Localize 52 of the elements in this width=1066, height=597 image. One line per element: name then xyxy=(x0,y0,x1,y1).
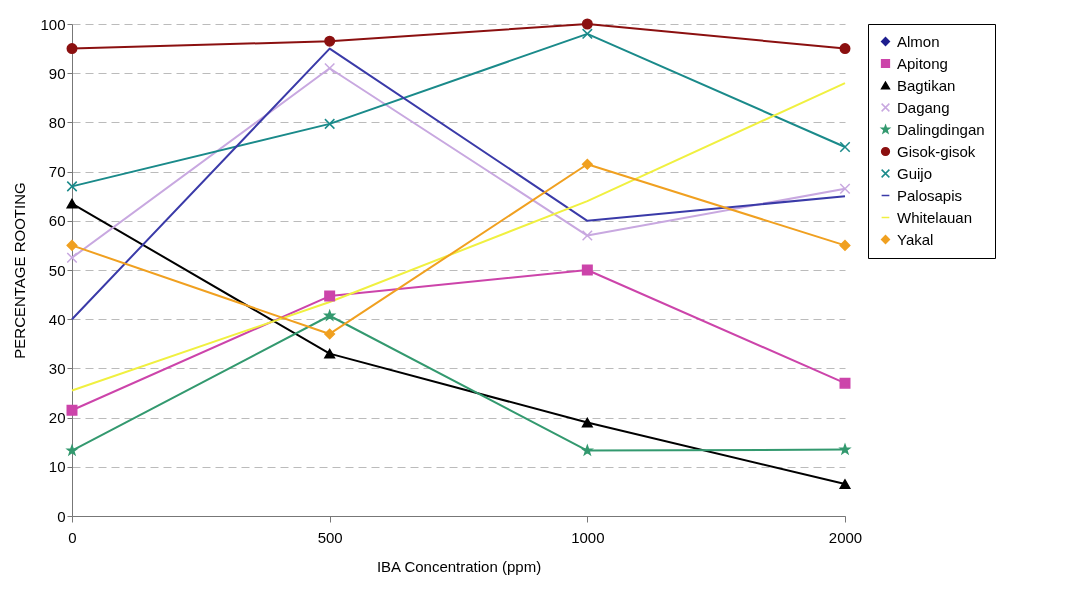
y-tick-label: 10 xyxy=(48,458,66,476)
point xyxy=(839,141,851,153)
x-axis-title: IBA Concentration (ppm) xyxy=(376,557,542,575)
x-tick-label: 2000 xyxy=(828,528,863,546)
legend-label: Apitong xyxy=(897,54,948,72)
legend-label: Dalingdingan xyxy=(897,120,985,138)
y-tick-label: 30 xyxy=(48,359,66,377)
point xyxy=(66,43,78,55)
legend-label: Bagtikan xyxy=(897,76,956,94)
y-axis-title: PERCENTAGE ROOTING xyxy=(11,182,29,359)
x-tick-label: 1000 xyxy=(571,528,605,546)
legend-label: Almon xyxy=(897,32,940,50)
y-tick-label: 70 xyxy=(48,163,66,181)
point xyxy=(324,328,336,340)
y-tick-label: 20 xyxy=(48,409,66,427)
y-tick-label: 80 xyxy=(48,113,66,131)
legend-label: Guijo xyxy=(897,164,933,182)
point xyxy=(66,404,78,416)
point xyxy=(66,252,78,264)
y-tick-label: 0 xyxy=(57,507,66,525)
point xyxy=(324,348,336,359)
y-tick-label: 50 xyxy=(48,261,66,279)
point xyxy=(66,198,78,209)
y-tick-label: 40 xyxy=(48,310,66,328)
point xyxy=(324,290,336,302)
point xyxy=(66,180,78,192)
legend-label: Whitelauan xyxy=(897,208,973,226)
point xyxy=(839,183,851,195)
point xyxy=(581,417,593,428)
line-series xyxy=(71,82,846,392)
legend-label: Palosapis xyxy=(897,186,963,204)
x-tick-label: 0 xyxy=(68,528,77,546)
point xyxy=(839,377,851,389)
point xyxy=(324,35,336,47)
point xyxy=(581,264,593,276)
point xyxy=(581,230,593,242)
y-tick-label: 60 xyxy=(48,212,66,230)
point xyxy=(839,479,851,489)
point xyxy=(839,43,851,55)
legend-label: Yakal xyxy=(897,230,934,248)
point xyxy=(581,28,593,40)
point xyxy=(66,239,78,251)
y-tick-label: 100 xyxy=(40,15,66,33)
point xyxy=(581,18,593,30)
y-tick-label: 90 xyxy=(48,64,66,82)
x-tick-label: 500 xyxy=(317,528,343,546)
point xyxy=(324,118,336,130)
point xyxy=(324,62,336,74)
point xyxy=(581,158,593,170)
legend-label: Gisok-gisok xyxy=(897,142,976,160)
legend-label: Dagang xyxy=(897,98,950,116)
point xyxy=(839,239,851,251)
